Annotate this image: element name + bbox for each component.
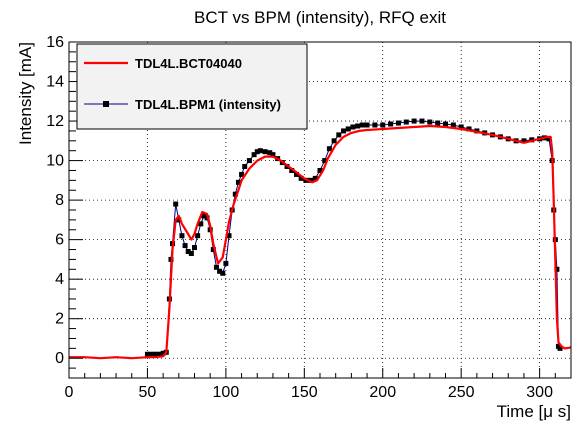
bpm-data-point xyxy=(198,221,204,227)
bpm-data-point xyxy=(223,260,229,266)
bpm-data-point xyxy=(364,122,370,128)
y-tick-label-2: 4 xyxy=(55,271,64,288)
bpm-data-point xyxy=(257,148,263,154)
bpm-data-point xyxy=(144,351,150,357)
bpm-data-point xyxy=(427,119,433,125)
y-tick-label-7: 14 xyxy=(46,74,64,91)
series-line-bpm xyxy=(147,120,561,355)
y-axis-title: Intensity [mA] xyxy=(16,42,35,145)
bpm-data-point xyxy=(326,146,332,152)
y-tick-label-0: 0 xyxy=(55,350,64,367)
bpm-data-point xyxy=(192,245,197,251)
bpm-data-point xyxy=(254,149,260,155)
bpm-data-point xyxy=(345,126,351,132)
chart-title: BCT vs BPM (intensity), RFQ exit xyxy=(194,8,446,27)
bpm-data-point xyxy=(160,350,166,356)
bpm-data-point xyxy=(521,138,527,144)
bpm-data-point xyxy=(557,345,563,351)
bpm-data-point xyxy=(201,213,207,219)
bpm-data-point xyxy=(217,268,223,274)
bpm-data-point xyxy=(232,191,238,197)
bpm-data-point xyxy=(419,118,425,124)
x-tick-label-6: 300 xyxy=(526,384,553,401)
legend: TDL4L.BCT04040 TDL4L.BPM1 (intensity) xyxy=(76,43,308,130)
bpm-data-point xyxy=(179,233,185,239)
bpm-data-point xyxy=(450,122,456,128)
bpm-data-point xyxy=(322,158,328,164)
bpm-data-point xyxy=(317,167,323,173)
y-tick-label-8: 16 xyxy=(46,34,64,51)
y-tick-label-3: 6 xyxy=(55,232,64,249)
y-tick-label-4: 8 xyxy=(55,192,64,209)
bpm-data-point xyxy=(359,122,365,128)
bpm-data-point xyxy=(546,136,552,142)
bpm-data-point xyxy=(148,351,154,357)
series-line-bct xyxy=(69,124,572,360)
bpm-data-point xyxy=(267,150,273,156)
legend-swatch-marker-1 xyxy=(103,101,109,107)
legend-label-0: TDL4L.BCT04040 xyxy=(135,56,242,71)
bpm-data-point xyxy=(350,124,356,130)
bpm-data-point xyxy=(151,351,157,357)
x-tick-label-4: 200 xyxy=(369,384,396,401)
bpm-data-point xyxy=(372,122,378,128)
legend-box xyxy=(76,43,308,130)
bpm-data-point xyxy=(331,138,337,144)
bpm-data-point xyxy=(239,171,245,177)
tick-layer: 0 50 100 150 200 250 300 0 2 4 6 8 10 12 14 16 xyxy=(46,34,572,401)
bpm-data-point xyxy=(176,217,182,223)
bpm-data-point xyxy=(293,171,299,177)
bpm-data-point xyxy=(458,124,464,130)
x-tick-label-3: 150 xyxy=(291,384,318,401)
x-tick-label-5: 250 xyxy=(448,384,475,401)
x-tick-label-0: 0 xyxy=(65,384,74,401)
bpm-data-point xyxy=(341,128,347,134)
bpm-data-point xyxy=(154,351,160,357)
bpm-data-point xyxy=(443,121,448,127)
bpm-data-point xyxy=(251,152,257,158)
bpm-data-point xyxy=(213,264,219,270)
bpm-data-point xyxy=(220,270,226,276)
bpm-data-point xyxy=(195,233,201,239)
bpm-data-point xyxy=(466,126,472,132)
x-tick-label-1: 50 xyxy=(139,384,157,401)
bpm-data-point xyxy=(411,118,417,124)
y-tick-label-1: 2 xyxy=(55,311,64,328)
bpm-data-point xyxy=(173,201,179,207)
bpm-data-point xyxy=(380,122,386,128)
legend-entries: TDL4L.BCT04040 TDL4L.BPM1 (intensity) xyxy=(84,56,281,112)
bpm-data-point xyxy=(289,167,295,173)
bpm-data-point xyxy=(182,243,188,249)
bpm-data-point xyxy=(157,351,163,357)
bpm-data-point xyxy=(435,120,441,126)
bpm-data-point xyxy=(298,175,304,181)
bpm-data-point xyxy=(262,149,268,155)
bpm-data-point xyxy=(395,120,401,126)
bpm-data-point xyxy=(388,121,394,127)
legend-label-1: TDL4L.BPM1 (intensity) xyxy=(135,97,281,112)
x-tick-label-2: 100 xyxy=(213,384,240,401)
bpm-data-point xyxy=(210,247,216,253)
bpm-data-point xyxy=(336,132,342,138)
x-axis-title: Time [μ s] xyxy=(497,402,571,421)
bpm-data-point xyxy=(246,158,252,164)
bpm-data-point xyxy=(403,119,409,125)
bpm-data-point xyxy=(312,175,318,181)
bpm-data-point xyxy=(270,152,276,158)
bpm-data-point xyxy=(188,250,194,256)
y-tick-label-6: 12 xyxy=(46,113,64,130)
bpm-data-point xyxy=(554,266,560,272)
bpm-data-point xyxy=(226,233,232,239)
bpm-data-point xyxy=(242,164,248,170)
bpm-data-point xyxy=(185,249,191,255)
y-tick-label-5: 10 xyxy=(46,153,64,170)
bpm-data-point xyxy=(355,123,361,129)
series-layer xyxy=(69,118,572,360)
bpm-data-point xyxy=(235,179,241,185)
